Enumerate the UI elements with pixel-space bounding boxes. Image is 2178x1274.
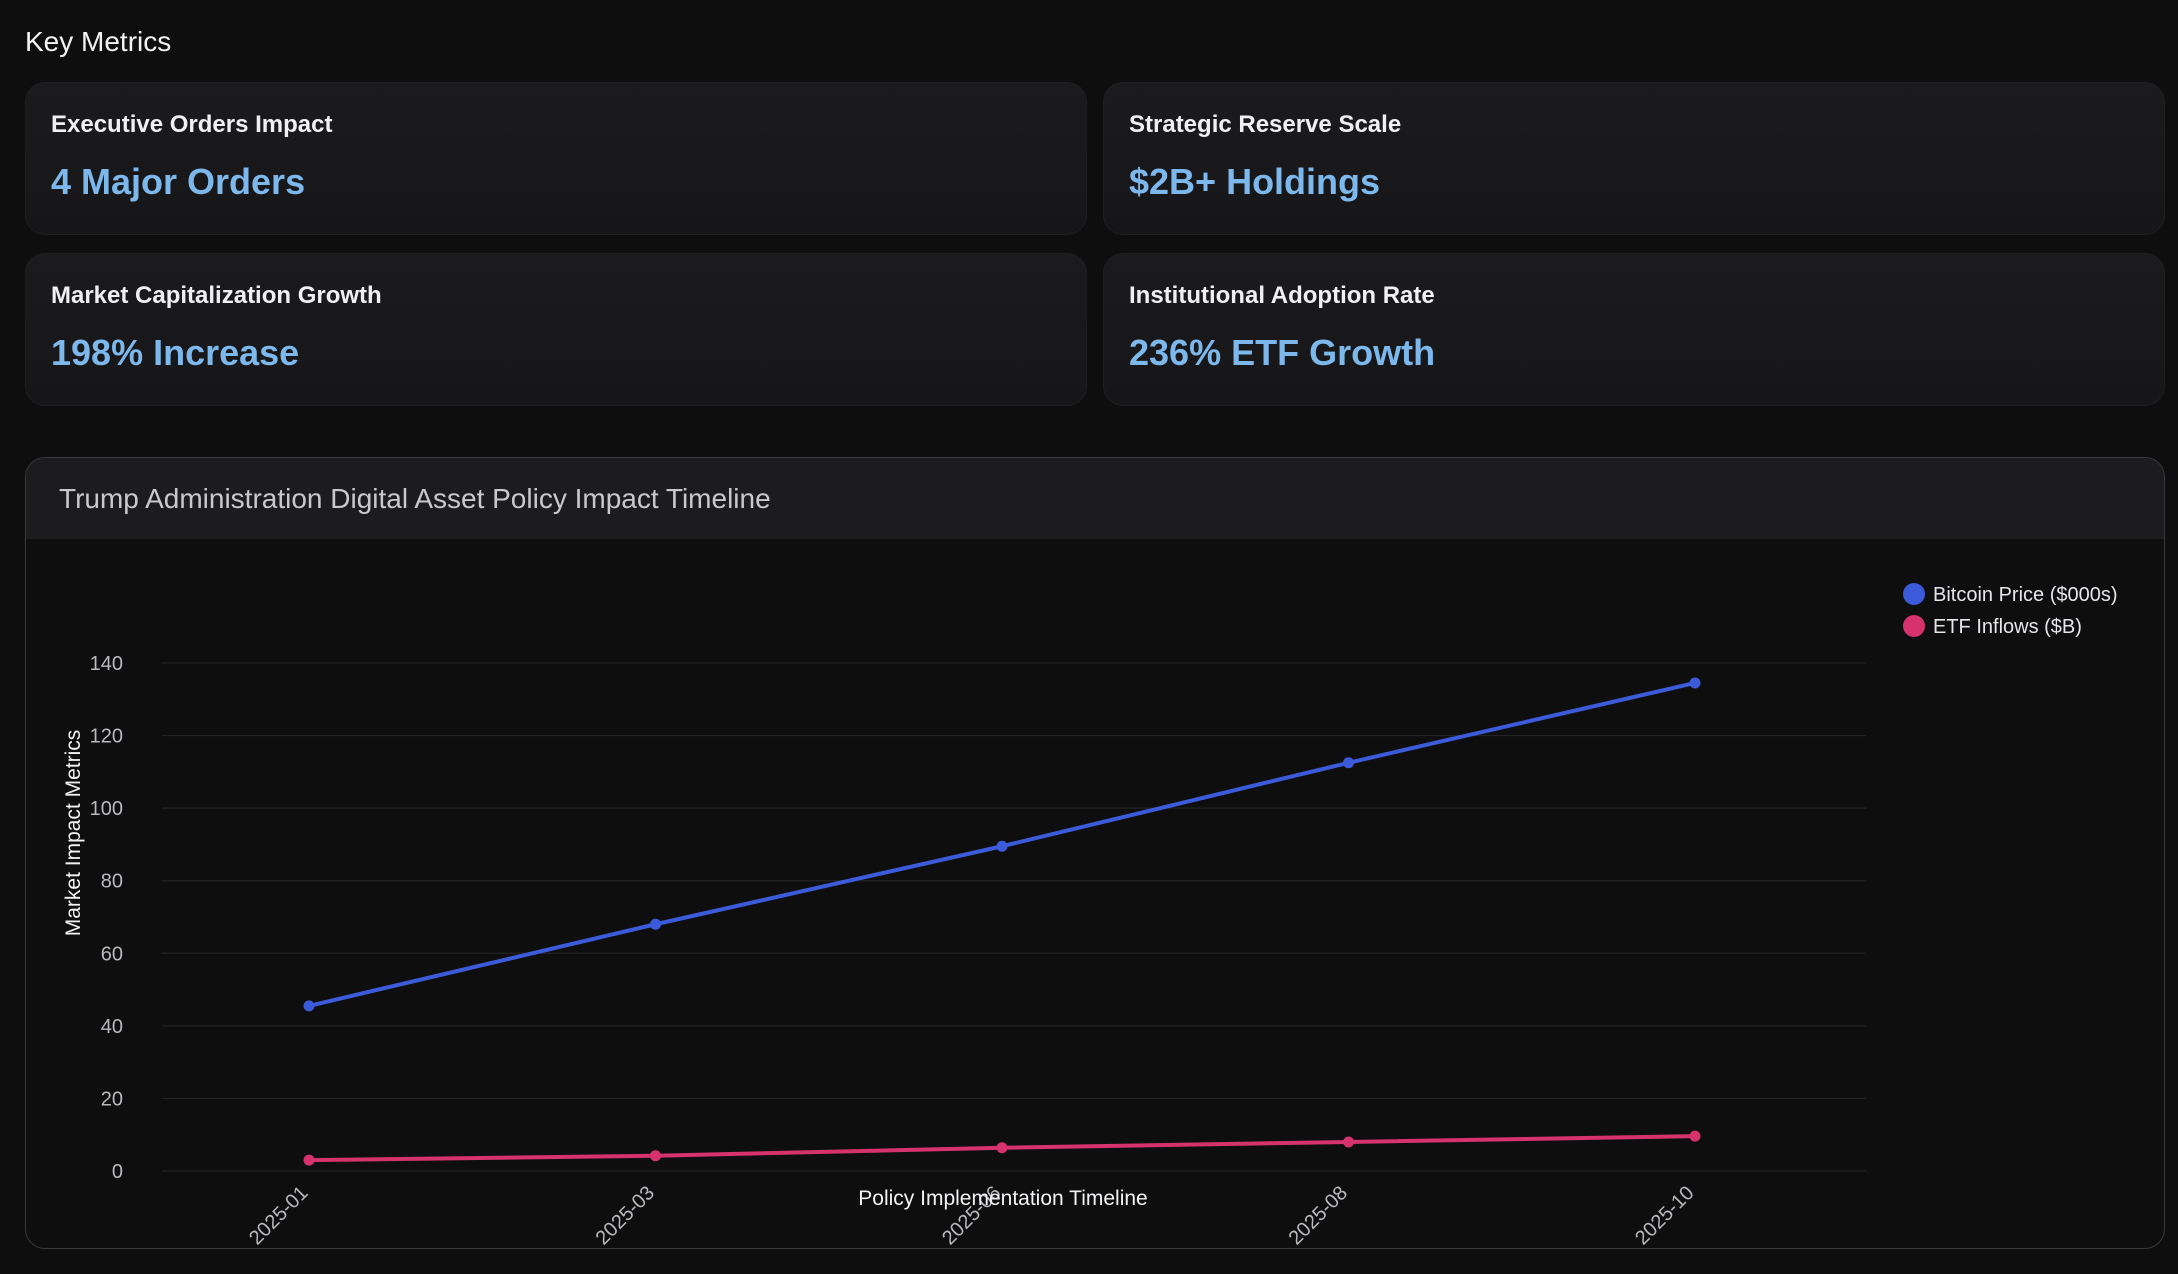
grid-lines — [162, 662, 1866, 1172]
y-tick-label: 20 — [101, 1088, 123, 1110]
series-1 — [303, 1130, 1701, 1166]
legend-swatch — [1903, 615, 1925, 637]
metric-label: Institutional Adoption Rate — [1129, 282, 1435, 309]
metric-card-institutional-adoption: Institutional Adoption Rate 236% ETF Gro… — [1103, 253, 2165, 406]
y-tick-label: 80 — [101, 871, 123, 893]
legend-label: Bitcoin Price ($000s) — [1933, 584, 2118, 606]
metric-label: Market Capitalization Growth — [51, 282, 382, 309]
y-tick-label: 120 — [90, 726, 123, 748]
data-point — [650, 1150, 661, 1162]
metric-value: $2B+ Holdings — [1129, 161, 1381, 202]
x-tick-label: 2025-08 — [1285, 1182, 1352, 1247]
legend: Bitcoin Price ($000s) ETF Inflows ($B) — [1903, 583, 2118, 638]
y-tick-label: 0 — [112, 1161, 123, 1183]
metric-card-strategic-reserve: Strategic Reserve Scale $2B+ Holdings — [1103, 82, 2165, 235]
metric-label: Executive Orders Impact — [51, 111, 333, 138]
data-point — [303, 1154, 315, 1166]
y-tick-label: 40 — [101, 1016, 123, 1038]
data-point — [1343, 757, 1354, 769]
x-tick-label: 2025-10 — [1631, 1182, 1698, 1247]
legend-label: ETF Inflows ($B) — [1933, 616, 2082, 638]
chart-panel: Trump Administration Digital Asset Polic… — [25, 457, 2165, 1249]
data-point — [996, 1142, 1008, 1154]
data-point — [303, 1000, 315, 1012]
metric-card-executive-orders: Executive Orders Impact 4 Major Orders — [25, 82, 1087, 235]
legend-item[interactable]: Bitcoin Price ($000s) — [1903, 583, 2118, 606]
metric-value: 4 Major Orders — [51, 161, 306, 202]
metric-value: 236% ETF Growth — [1129, 332, 1436, 373]
x-tick-label: 2025-03 — [592, 1182, 659, 1247]
legend-item[interactable]: ETF Inflows ($B) — [1903, 615, 2082, 638]
section-title: Key Metrics — [25, 26, 172, 57]
x-axis-label: Policy Implementation Timeline — [858, 1187, 1147, 1210]
data-point — [1689, 1130, 1701, 1142]
series-0 — [303, 677, 1701, 1012]
data-point — [1689, 677, 1701, 689]
y-tick-label: 60 — [101, 943, 123, 965]
chart-title: Trump Administration Digital Asset Polic… — [26, 458, 2164, 539]
x-tick-label: 2025-01 — [245, 1182, 312, 1247]
data-point — [1343, 1136, 1354, 1148]
y-tick-label: 100 — [90, 798, 123, 820]
metric-label: Strategic Reserve Scale — [1129, 111, 1402, 138]
y-tick-label: 140 — [90, 653, 123, 675]
y-axis-label: Market Impact Metrics — [62, 730, 85, 937]
data-point — [996, 840, 1008, 852]
data-point — [650, 918, 661, 930]
legend-swatch — [1903, 583, 1925, 605]
metrics-grid: Executive Orders Impact 4 Major Orders S… — [25, 82, 2165, 406]
metric-value: 198% Increase — [51, 332, 300, 373]
metric-card-market-cap: Market Capitalization Growth 198% Increa… — [25, 253, 1087, 406]
y-axis-ticks: 0 20 40 60 80 100 120 140 — [90, 653, 123, 1183]
series-lines — [303, 677, 1701, 1166]
